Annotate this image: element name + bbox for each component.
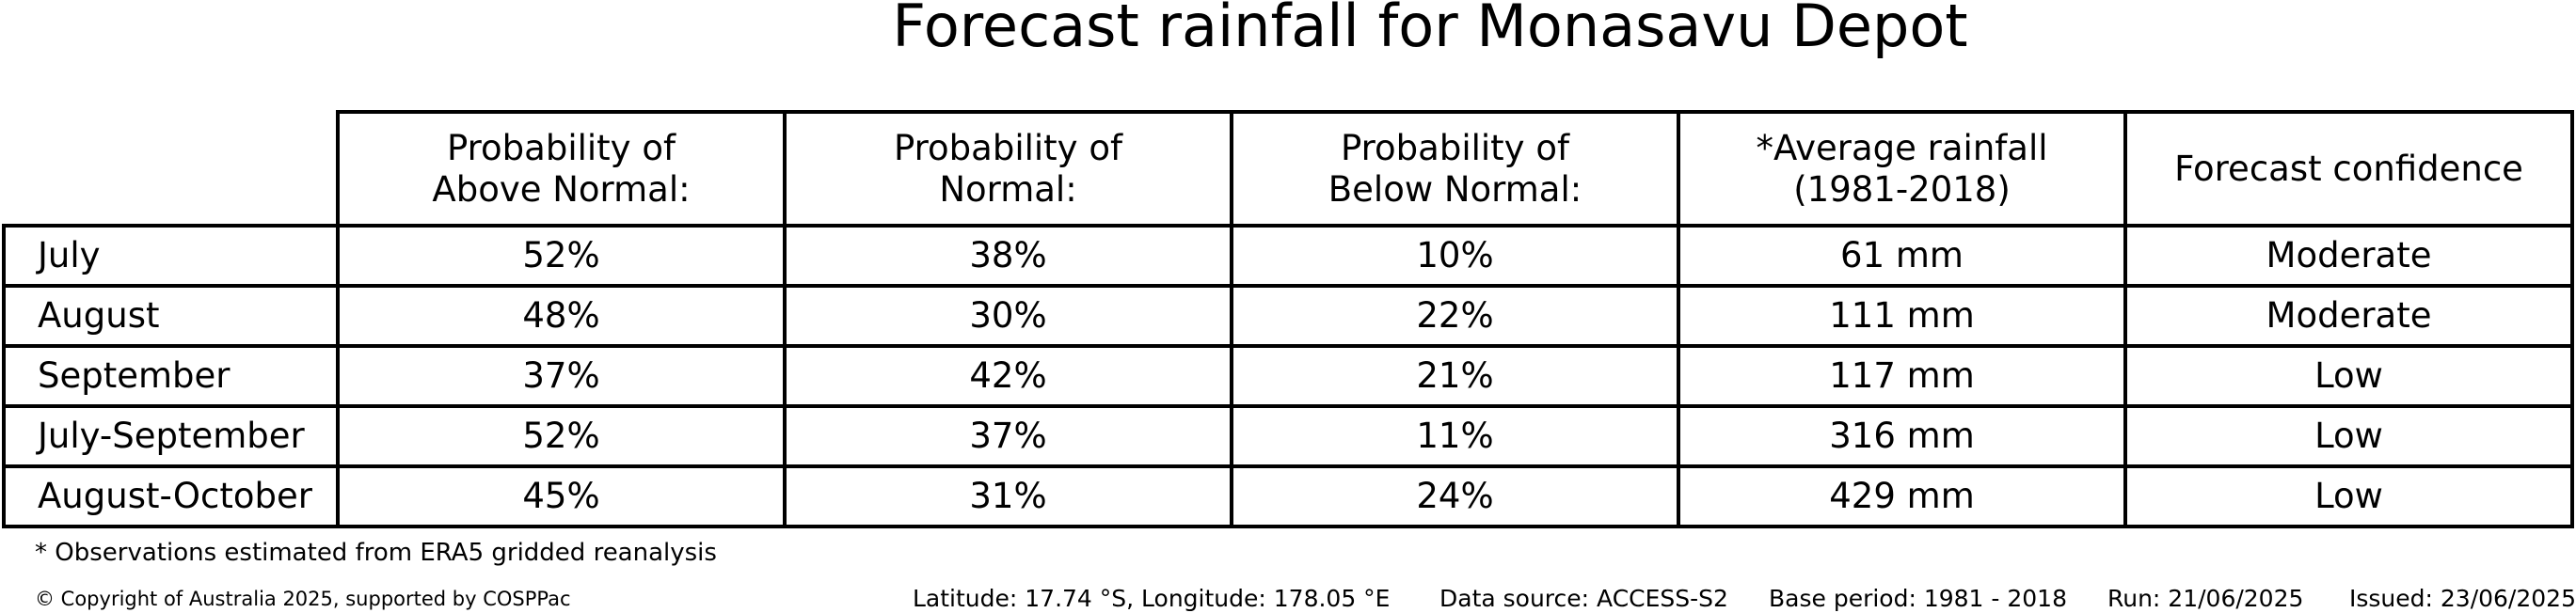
average-rainfall-cell: 111 mm — [1677, 284, 2127, 348]
table-header-row: Probability of Above Normal: Probability… — [4, 110, 2574, 228]
below-normal-cell: 11% — [1230, 404, 1680, 468]
above-normal-cell: 52% — [336, 404, 787, 468]
data-source-text: Data source: ACCESS-S2 — [1439, 585, 1728, 612]
location-text: Latitude: 17.74 °S, Longitude: 178.05 °E — [913, 585, 1391, 612]
above-normal-cell: 52% — [336, 224, 787, 288]
normal-cell: 30% — [783, 284, 1233, 348]
header-above-normal: Probability of Above Normal: — [336, 110, 787, 228]
above-normal-cell: 37% — [336, 344, 787, 408]
above-normal-cell: 48% — [336, 284, 787, 348]
confidence-cell: Low — [2123, 464, 2574, 528]
confidence-cell: Low — [2123, 404, 2574, 468]
below-normal-cell: 22% — [1230, 284, 1680, 348]
average-rainfall-cell: 117 mm — [1677, 344, 2127, 408]
confidence-cell: Moderate — [2123, 224, 2574, 288]
header-average-rainfall: *Average rainfall (1981-2018) — [1677, 110, 2127, 228]
issued-date-text: Issued: 23/06/2025 — [2349, 585, 2576, 612]
period-cell: September — [2, 344, 340, 408]
header-normal: Probability of Normal: — [783, 110, 1233, 228]
normal-cell: 38% — [783, 224, 1233, 288]
period-cell: August — [2, 284, 340, 348]
header-below-normal: Probability of Below Normal: — [1230, 110, 1680, 228]
run-date-text: Run: 21/06/2025 — [2107, 585, 2304, 612]
table-row: August 48% 30% 22% 111 mm Moderate — [2, 284, 2574, 348]
normal-cell: 31% — [783, 464, 1233, 528]
table-row: July-September 52% 37% 11% 316 mm Low — [2, 404, 2574, 468]
average-rainfall-cell: 429 mm — [1677, 464, 2127, 528]
forecast-table: Probability of Above Normal: Probability… — [2, 110, 2574, 528]
confidence-cell: Low — [2123, 344, 2574, 408]
header-corner-cell — [4, 112, 340, 228]
above-normal-cell: 45% — [336, 464, 787, 528]
below-normal-cell: 10% — [1230, 224, 1680, 288]
confidence-cell: Moderate — [2123, 284, 2574, 348]
page-title: Forecast rainfall for Monasavu Depot — [892, 0, 1968, 60]
normal-cell: 37% — [783, 404, 1233, 468]
table-row: July 52% 38% 10% 61 mm Moderate — [2, 224, 2574, 288]
period-cell: July-September — [2, 404, 340, 468]
normal-cell: 42% — [783, 344, 1233, 408]
period-cell: August-October — [2, 464, 340, 528]
table-row: August-October 45% 31% 24% 429 mm Low — [2, 464, 2574, 528]
below-normal-cell: 21% — [1230, 344, 1680, 408]
copyright-text: © Copyright of Australia 2025, supported… — [35, 588, 571, 610]
average-rainfall-cell: 316 mm — [1677, 404, 2127, 468]
base-period-text: Base period: 1981 - 2018 — [1769, 585, 2067, 612]
average-rainfall-cell: 61 mm — [1677, 224, 2127, 288]
below-normal-cell: 24% — [1230, 464, 1680, 528]
table-row: September 37% 42% 21% 117 mm Low — [2, 344, 2574, 408]
period-cell: July — [2, 224, 340, 288]
header-forecast-confidence: Forecast confidence — [2123, 110, 2574, 228]
footnote: * Observations estimated from ERA5 gridd… — [35, 539, 717, 567]
